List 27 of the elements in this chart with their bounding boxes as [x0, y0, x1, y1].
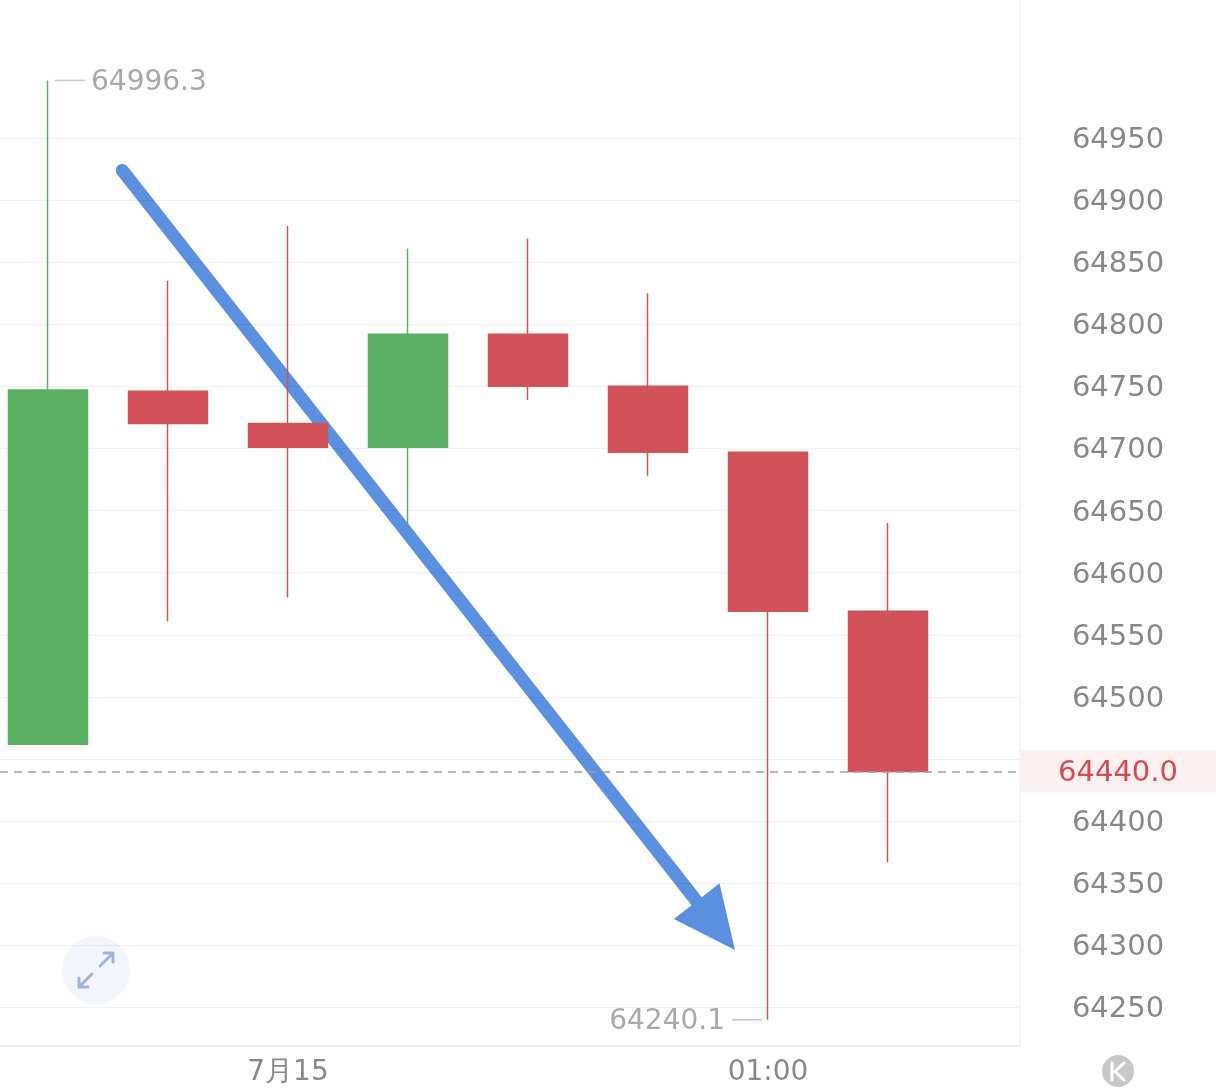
- candlestick: [847, 522, 929, 863]
- annotation: 64240.1: [609, 1003, 725, 1037]
- y-tick-label: 64650: [1071, 493, 1165, 528]
- y-tick-label: 64500: [1071, 679, 1165, 714]
- x-tick-label: 01:00: [727, 1053, 809, 1087]
- annotation: 64996.3: [91, 63, 207, 97]
- y-tick-label: 64600: [1071, 555, 1165, 590]
- y-tick-label: 64950: [1071, 120, 1165, 155]
- y-tick-label: 64300: [1071, 928, 1165, 963]
- candlestick: [127, 280, 209, 622]
- y-tick-label: 64750: [1071, 369, 1165, 404]
- candlestick: [487, 237, 569, 401]
- candlestick: [247, 225, 329, 599]
- y-tick-label: 64400: [1071, 804, 1165, 839]
- y-tick-label: 64350: [1071, 866, 1165, 901]
- candlestick: [7, 79, 89, 745]
- candlestick: [367, 247, 449, 525]
- y-tick-label: 64550: [1071, 617, 1165, 652]
- ref-line-label: 64440.0: [1058, 754, 1178, 789]
- y-tick-label: 64800: [1071, 307, 1165, 342]
- x-tick-label: 7月15: [247, 1053, 329, 1087]
- y-tick-label: 64250: [1071, 990, 1165, 1025]
- y-tick-label: 64850: [1071, 245, 1165, 280]
- y-tick-label: 64700: [1071, 431, 1165, 466]
- candlestick: [607, 292, 689, 477]
- candlestick: [727, 451, 809, 1021]
- y-tick-label: 64900: [1071, 183, 1165, 218]
